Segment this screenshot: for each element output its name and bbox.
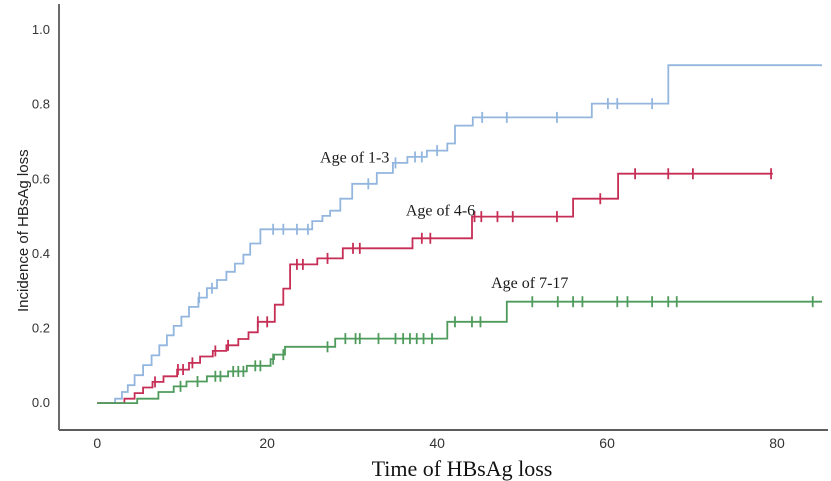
x-tick-label: 80 (769, 435, 785, 451)
y-tick-label: 0.8 (32, 97, 50, 112)
curve-label-age-of-7-17: Age of 7-17 (491, 275, 568, 292)
x-tick-label: 20 (259, 435, 275, 451)
curve-age-of-1-3 (97, 64, 823, 404)
x-axis-title: Time of HBsAg loss (372, 456, 553, 481)
x-tick-label: 0 (93, 435, 101, 451)
curve-label-age-of-1-3: Age of 1-3 (320, 149, 389, 166)
x-tick-label: 60 (599, 435, 615, 451)
curve-age-of-4-6 (97, 172, 773, 404)
y-tick-label: 0.2 (32, 321, 50, 336)
y-tick-label: 0.0 (32, 395, 50, 410)
y-tick-label: 0.4 (32, 246, 50, 261)
x-tick-label: 40 (429, 435, 445, 451)
y-tick-label: 1.0 (32, 22, 50, 37)
y-tick-label: 0.6 (32, 171, 50, 186)
y-axis-title: Incidence of HBsAg loss (15, 149, 32, 312)
curve-label-age-of-4-6: Age of 4-6 (406, 202, 475, 219)
curve-age-of-7-17 (97, 300, 823, 404)
